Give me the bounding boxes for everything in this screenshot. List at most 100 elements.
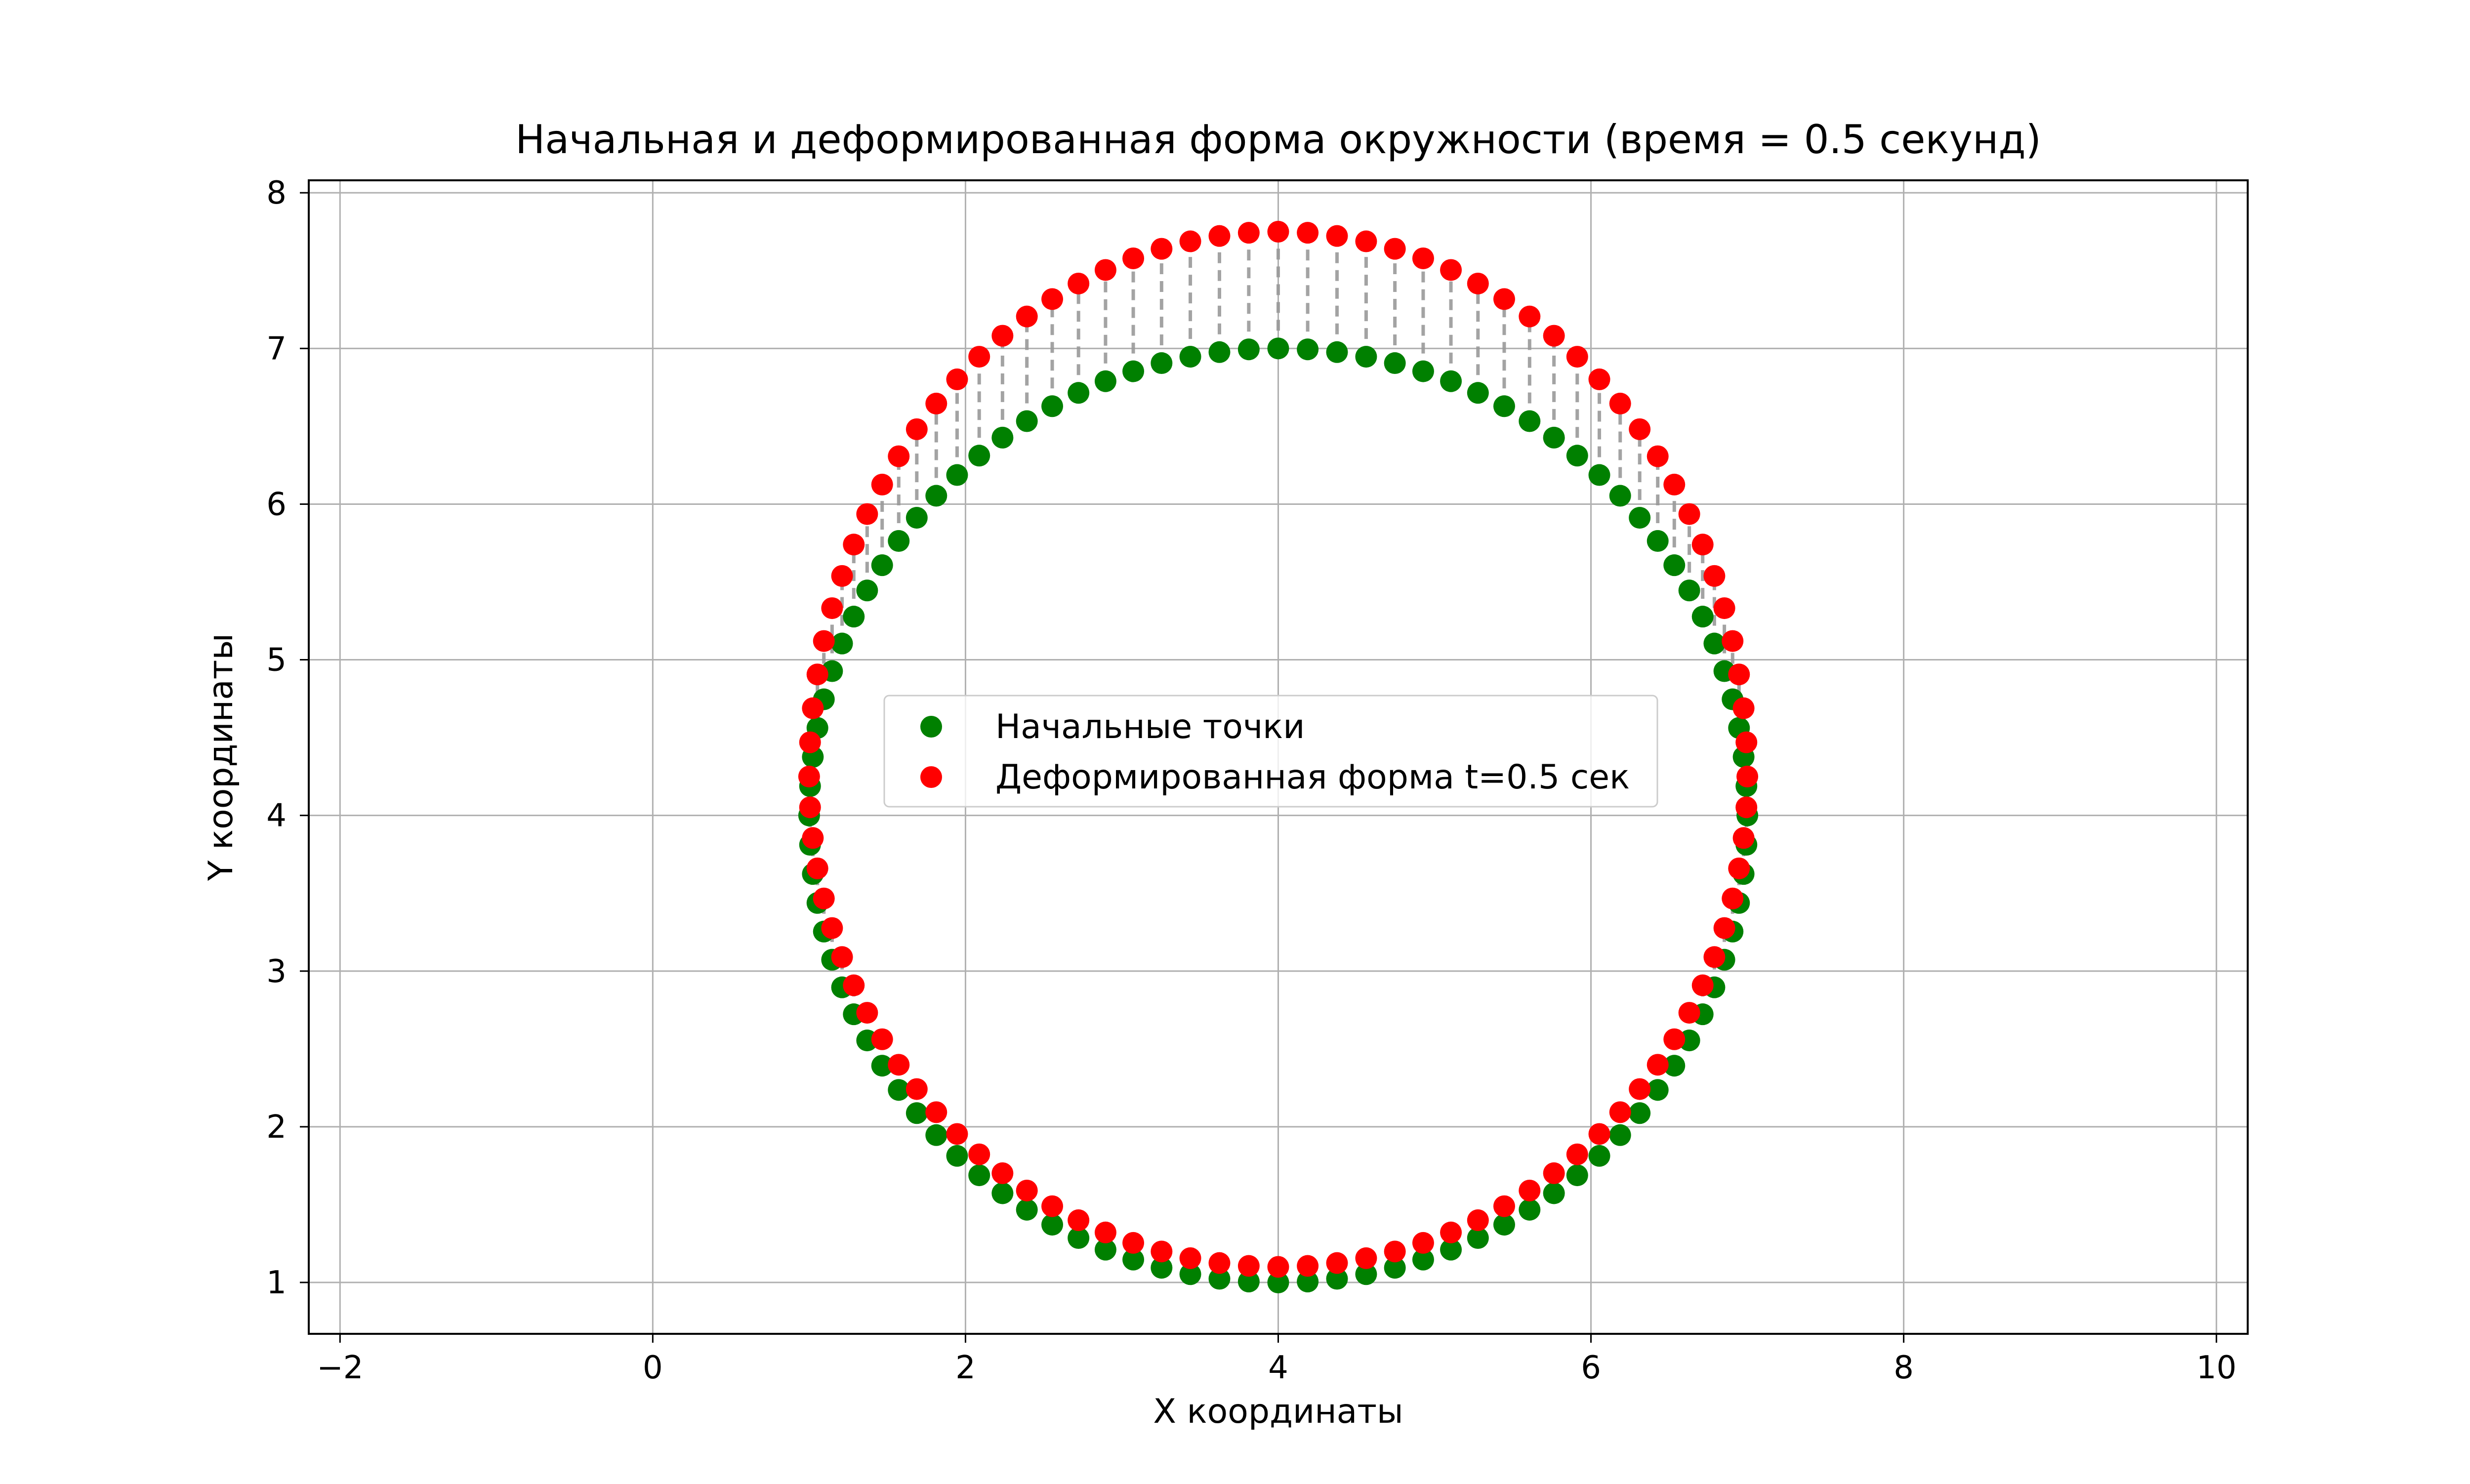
point-deformed bbox=[1519, 1179, 1541, 1201]
point-initial bbox=[1355, 346, 1377, 368]
point-deformed bbox=[813, 887, 835, 909]
point-initial bbox=[871, 1055, 893, 1077]
point-initial bbox=[1663, 554, 1686, 577]
point-initial bbox=[1208, 1268, 1231, 1290]
point-deformed bbox=[1237, 1255, 1260, 1277]
point-deformed bbox=[1736, 765, 1759, 787]
point-deformed bbox=[1663, 473, 1686, 495]
point-deformed bbox=[831, 565, 853, 587]
point-initial bbox=[1208, 341, 1231, 363]
point-deformed bbox=[1566, 346, 1588, 368]
point-deformed bbox=[946, 1123, 968, 1145]
point-deformed bbox=[1678, 1002, 1700, 1024]
point-deformed bbox=[968, 1143, 990, 1165]
point-initial bbox=[1588, 464, 1610, 486]
point-initial bbox=[1467, 382, 1489, 404]
point-deformed bbox=[798, 765, 820, 787]
point-deformed bbox=[1068, 1209, 1090, 1232]
point-initial bbox=[1326, 1268, 1348, 1290]
point-initial bbox=[925, 1124, 947, 1146]
point-deformed bbox=[1122, 1232, 1145, 1254]
point-deformed bbox=[871, 473, 893, 495]
point-deformed bbox=[1179, 1247, 1201, 1269]
point-deformed bbox=[1629, 418, 1651, 440]
point-deformed bbox=[1647, 1054, 1669, 1076]
point-deformed bbox=[906, 418, 928, 440]
x-axis-label: X координаты bbox=[1153, 1392, 1403, 1431]
point-deformed bbox=[1016, 305, 1038, 328]
point-deformed bbox=[1208, 1252, 1231, 1274]
point-deformed bbox=[1732, 827, 1755, 849]
point-deformed bbox=[1588, 1123, 1610, 1145]
point-initial bbox=[1440, 1238, 1462, 1261]
point-initial bbox=[1094, 370, 1116, 392]
point-initial bbox=[1122, 1248, 1145, 1271]
x-tick-label: 10 bbox=[2196, 1350, 2236, 1386]
y-tick-label: 5 bbox=[266, 642, 287, 679]
x-tick-label: 8 bbox=[1894, 1350, 1914, 1386]
point-initial bbox=[1519, 1198, 1541, 1221]
point-deformed bbox=[946, 368, 968, 390]
point-initial bbox=[1384, 1257, 1406, 1279]
point-deformed bbox=[1267, 220, 1289, 243]
point-initial bbox=[1355, 1263, 1377, 1285]
legend: Начальные точки Деформированная форма t=… bbox=[883, 695, 1658, 808]
point-deformed bbox=[1355, 230, 1377, 252]
point-deformed bbox=[843, 534, 865, 556]
point-deformed bbox=[1326, 225, 1348, 247]
point-deformed bbox=[802, 697, 824, 719]
x-tick-label: 2 bbox=[955, 1350, 976, 1386]
point-deformed bbox=[1016, 1179, 1038, 1201]
point-deformed bbox=[1735, 796, 1758, 819]
point-deformed bbox=[1588, 368, 1610, 390]
point-deformed bbox=[1237, 222, 1260, 244]
point-deformed bbox=[1267, 1256, 1289, 1278]
x-tick-label: 4 bbox=[1268, 1350, 1288, 1386]
point-deformed bbox=[1122, 247, 1145, 269]
point-initial bbox=[843, 606, 865, 628]
point-deformed bbox=[968, 346, 990, 368]
point-initial bbox=[1179, 1263, 1201, 1285]
point-initial bbox=[1267, 337, 1289, 360]
point-deformed bbox=[1543, 325, 1565, 347]
point-initial bbox=[1609, 485, 1631, 507]
point-initial bbox=[1609, 1124, 1631, 1146]
point-deformed bbox=[1713, 597, 1735, 619]
point-deformed bbox=[1068, 272, 1090, 294]
point-deformed bbox=[1647, 445, 1669, 467]
point-deformed bbox=[1493, 288, 1515, 310]
point-deformed bbox=[1722, 630, 1744, 652]
point-initial bbox=[888, 530, 910, 552]
point-deformed bbox=[1412, 247, 1434, 269]
point-initial bbox=[925, 485, 947, 507]
point-deformed bbox=[1703, 946, 1726, 968]
point-initial bbox=[1493, 1214, 1515, 1236]
point-initial bbox=[1493, 395, 1515, 417]
point-deformed bbox=[1467, 1209, 1489, 1232]
point-deformed bbox=[821, 597, 843, 619]
point-deformed bbox=[1728, 663, 1750, 686]
point-deformed bbox=[1519, 305, 1541, 328]
point-initial bbox=[1041, 1214, 1064, 1236]
point-deformed bbox=[991, 325, 1014, 347]
point-initial bbox=[1543, 426, 1565, 449]
point-initial bbox=[1519, 410, 1541, 432]
point-initial bbox=[1151, 352, 1173, 374]
point-initial bbox=[1566, 1164, 1588, 1187]
point-deformed bbox=[1440, 259, 1462, 281]
y-tick-label: 1 bbox=[266, 1265, 287, 1301]
point-initial bbox=[1094, 1238, 1116, 1261]
point-initial bbox=[1703, 632, 1726, 655]
point-initial bbox=[968, 445, 990, 467]
point-initial bbox=[1016, 410, 1038, 432]
point-deformed bbox=[1691, 974, 1714, 996]
point-initial bbox=[1691, 606, 1714, 628]
point-deformed bbox=[1151, 1240, 1173, 1263]
point-deformed bbox=[1412, 1232, 1434, 1254]
point-initial bbox=[1647, 1079, 1669, 1101]
point-initial bbox=[1467, 1227, 1489, 1249]
point-deformed bbox=[1609, 1101, 1631, 1123]
point-deformed bbox=[1566, 1143, 1588, 1165]
point-initial bbox=[1016, 1198, 1038, 1221]
